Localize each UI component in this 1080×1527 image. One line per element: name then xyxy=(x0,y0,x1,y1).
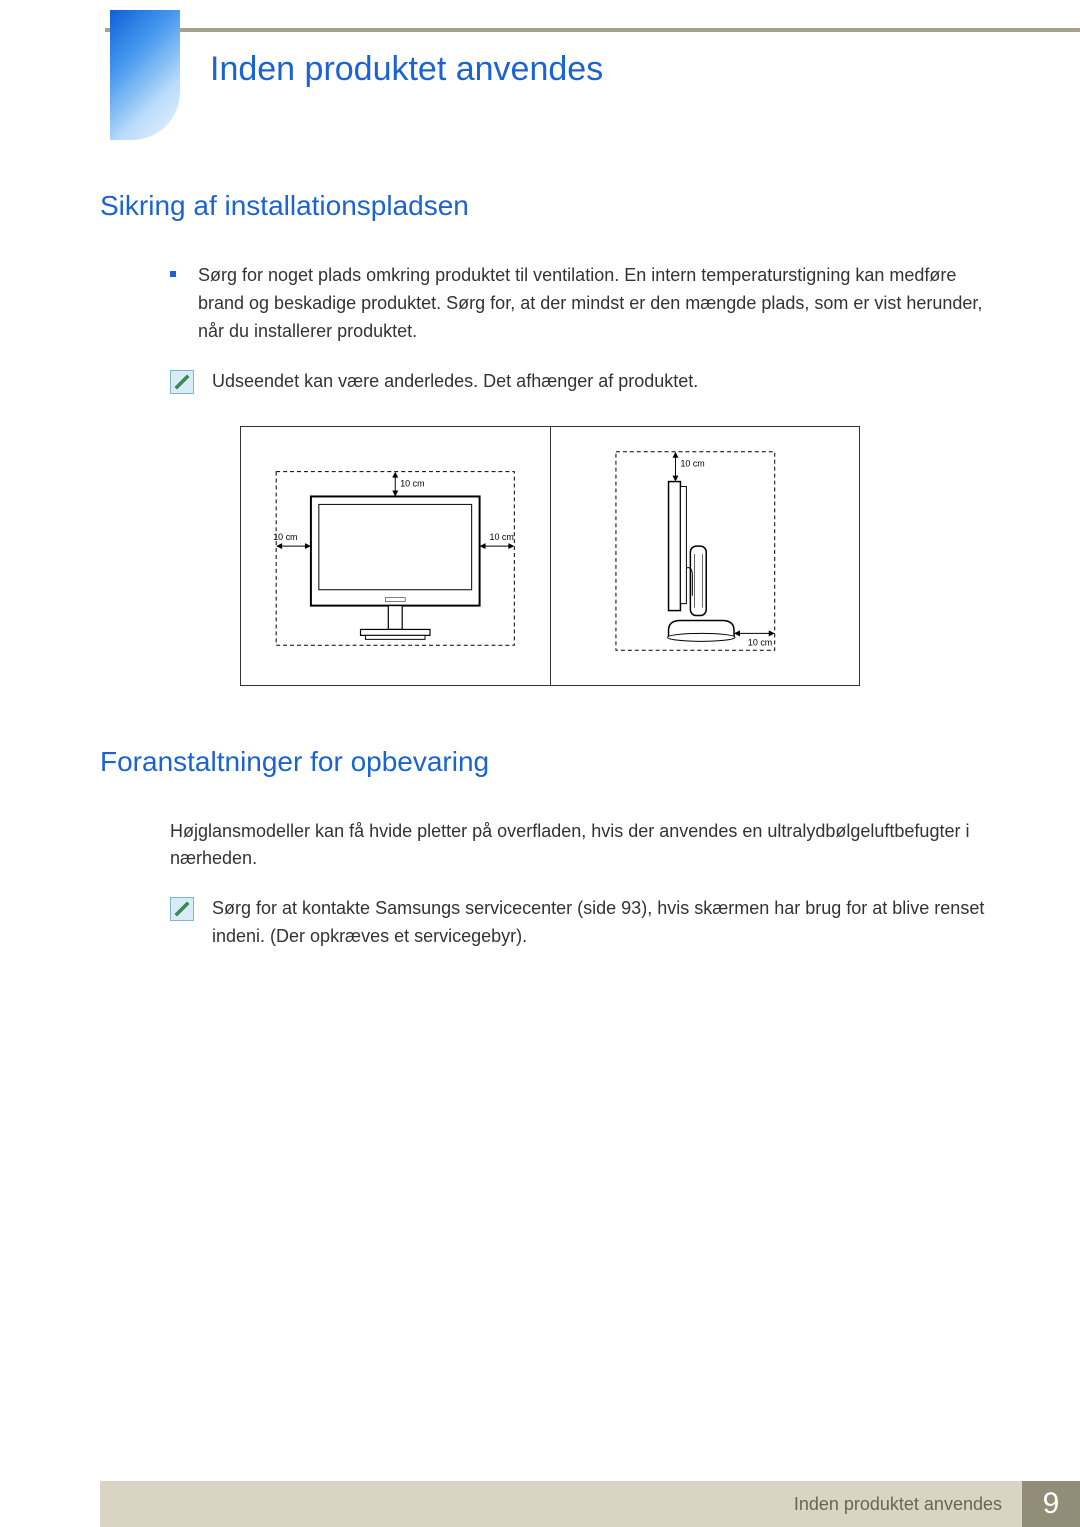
chapter-title: Inden produktet anvendes xyxy=(210,50,603,89)
section1-title: Sikring af installationspladsen xyxy=(100,190,990,222)
note-icon xyxy=(170,370,194,394)
diagram-label-top: 10 cm xyxy=(400,478,424,488)
clearance-diagram: 10 cm 10 cm 10 cm xyxy=(240,426,860,686)
section1-note: Udseendet kan være anderledes. Det afhæn… xyxy=(170,368,990,396)
bullet-icon xyxy=(170,271,176,277)
page-number: 9 xyxy=(1022,1481,1080,1527)
diagram-front-view: 10 cm 10 cm 10 cm xyxy=(241,427,550,685)
section1-bullet: Sørg for noget plads omkring produktet t… xyxy=(170,262,990,346)
section1-bullet-text: Sørg for noget plads omkring produktet t… xyxy=(198,265,982,341)
diagram-label-right: 10 cm xyxy=(490,532,514,542)
footer-label: Inden produktet anvendes xyxy=(100,1481,1022,1527)
note-icon xyxy=(170,897,194,921)
diagram-label-side-back: 10 cm xyxy=(747,637,771,647)
section2-body: Højglansmodeller kan få hvide pletter på… xyxy=(170,818,990,874)
section2-title: Foranstaltninger for opbevaring xyxy=(100,746,990,778)
page-content: Sikring af installationspladsen Sørg for… xyxy=(100,190,990,951)
diagram-label-left: 10 cm xyxy=(273,532,297,542)
diagram-side-view: 10 cm 10 cm xyxy=(550,427,860,685)
chapter-tab xyxy=(110,10,180,140)
section1-note-text: Udseendet kan være anderledes. Det afhæn… xyxy=(212,368,698,396)
footer: Inden produktet anvendes 9 xyxy=(100,1481,1080,1527)
diagram-label-side-top: 10 cm xyxy=(680,458,704,468)
section2-note-text: Sørg for at kontakte Samsungs servicecen… xyxy=(212,895,990,951)
section2-note: Sørg for at kontakte Samsungs servicecen… xyxy=(170,895,990,951)
